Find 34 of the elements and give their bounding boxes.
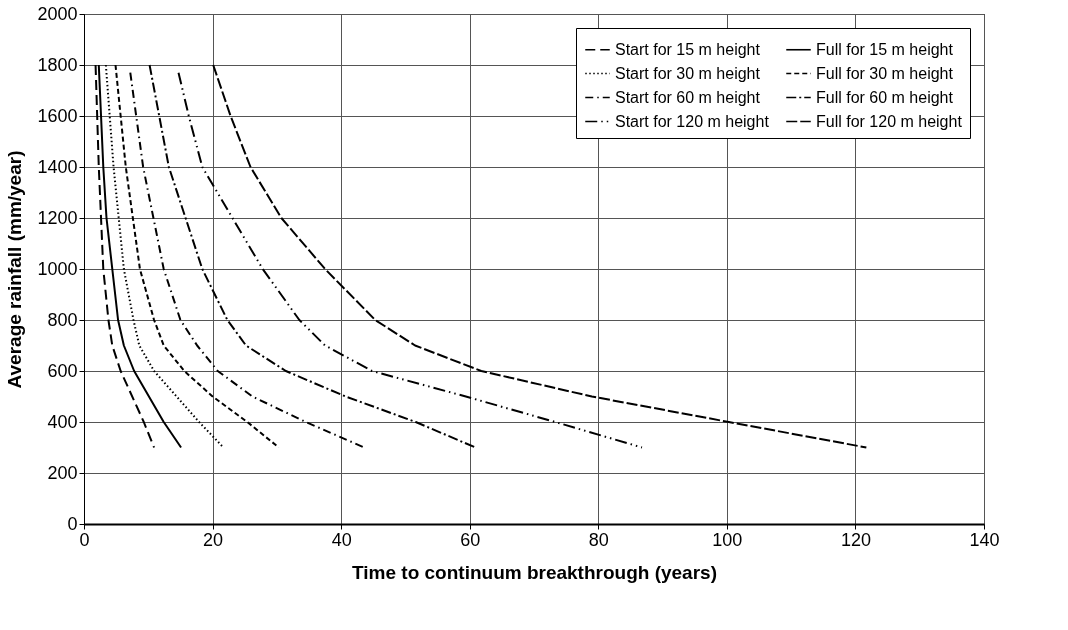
y-tick-label: 800 [47, 309, 78, 330]
x-tick-label: 80 [588, 529, 609, 550]
legend-label: Full for 120 m height [816, 112, 963, 130]
y-tick-label: 0 [67, 513, 78, 534]
legend-label: Start for 30 m height [615, 64, 761, 82]
y-tick-label: 1400 [37, 156, 78, 177]
legend-label: Start for 120 m height [615, 112, 770, 130]
legend-label: Full for 15 m height [816, 40, 954, 58]
x-tick-label: 40 [331, 529, 352, 550]
x-tick-label: 20 [203, 529, 224, 550]
line-series [97, 64, 183, 449]
line-series [148, 64, 477, 449]
y-tick-label: 400 [47, 411, 78, 432]
y-tick-label: 1200 [37, 207, 78, 228]
x-tick-label: 120 [840, 529, 871, 550]
line-series [129, 71, 366, 449]
line-series [104, 64, 225, 449]
y-tick-label: 200 [47, 462, 78, 483]
y-tick-label: 2000 [37, 3, 78, 24]
legend-label: Full for 60 m height [816, 88, 954, 106]
y-tick-label: 1800 [37, 54, 78, 75]
legend-label: Start for 15 m height [615, 40, 761, 58]
line-series [114, 64, 280, 449]
x-tick-label: 60 [460, 529, 481, 550]
x-axis-title: Time to continuum breakthrough (years) [352, 561, 717, 583]
legend-label: Full for 30 m height [816, 64, 954, 82]
y-tick-label: 1000 [37, 258, 78, 279]
y-axis-title: Average rainfall (mm/year) [4, 150, 26, 389]
line-series [212, 64, 868, 449]
legend-label: Start for 60 m height [615, 88, 761, 106]
x-tick-label: 140 [969, 529, 1000, 550]
y-tick-label: 1600 [37, 105, 78, 126]
x-tick-label: 100 [712, 529, 743, 550]
y-tick-label: 600 [47, 360, 78, 381]
